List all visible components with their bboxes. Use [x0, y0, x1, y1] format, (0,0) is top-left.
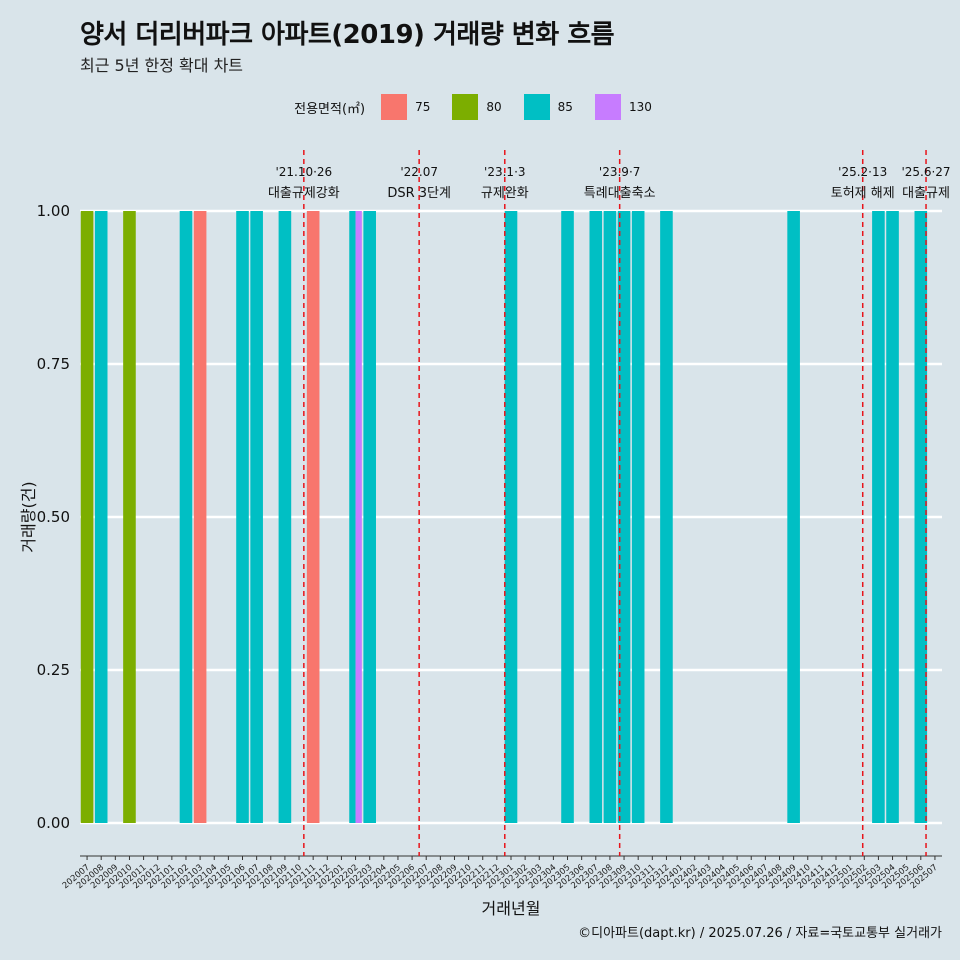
- bar-202312-85: [660, 211, 673, 823]
- legend-label-130: 130: [628, 100, 652, 114]
- chart-subtitle: 최근 5년 한정 확대 차트: [80, 56, 244, 75]
- bar-202308-85: [603, 211, 617, 823]
- event-name-label: 토허제 해제: [831, 186, 895, 201]
- bar-202301-85: [504, 211, 518, 823]
- legend-key-75: [381, 94, 408, 120]
- bar-202307-85: [589, 211, 603, 823]
- event-date-label: '22.07: [400, 165, 438, 179]
- bar-202305-85: [561, 211, 574, 823]
- bar-202008-85: [94, 211, 108, 823]
- legend-key-80: [452, 94, 479, 120]
- bar-202506-85: [914, 211, 928, 823]
- bar-202107-85: [250, 211, 263, 823]
- bar-202007-80: [80, 211, 94, 823]
- legend-key-130: [594, 94, 621, 120]
- x-axis-title: 거래년월: [482, 899, 541, 918]
- y-tick-label: 0.50: [37, 508, 70, 526]
- bar-202102-85: [179, 211, 193, 823]
- y-tick-label: 0.25: [37, 661, 70, 679]
- bar-202309-85: [617, 211, 631, 823]
- event-date-label: '23.1·3: [484, 165, 525, 179]
- legend-item-75: 75: [381, 94, 444, 120]
- legend-key-85: [523, 94, 550, 120]
- y-tick-label: 1.00: [37, 202, 70, 220]
- bar-202503-85: [872, 211, 885, 823]
- legend-label-85: 85: [557, 100, 573, 114]
- bar-202106-85: [236, 211, 249, 823]
- bar-202010-80: [123, 211, 136, 823]
- bar-202409-85: [787, 211, 800, 823]
- legend-title: 전용면적(㎡): [294, 101, 366, 117]
- bar-202504-85: [886, 211, 899, 823]
- legend-item-130: 130: [594, 94, 666, 120]
- event-name-label: 대출규제: [902, 186, 950, 201]
- event-name-label: 규제완화: [481, 186, 529, 201]
- y-tick-label: 0.00: [37, 814, 70, 832]
- bar-202310-85: [631, 211, 645, 823]
- event-name-label: 대출규제강화: [268, 186, 340, 201]
- legend-item-85: 85: [523, 94, 587, 120]
- legend-label-80: 80: [486, 100, 502, 114]
- chart-title: 양서 더리버파크 아파트(2019) 거래량 변화 흐름: [80, 20, 615, 50]
- y-tick-label: 0.75: [37, 355, 70, 373]
- event-name-label: DSR 3단계: [387, 186, 451, 201]
- bar-202111-75: [306, 211, 320, 823]
- event-date-label: '25.6·27: [901, 165, 950, 179]
- legend-label-75: 75: [415, 100, 431, 114]
- legend-item-80: 80: [452, 94, 515, 120]
- bar-202103-75: [193, 211, 207, 823]
- legend: 전용면적(㎡) 75 80 85 130: [0, 92, 960, 122]
- event-date-label: '21.10·26: [275, 165, 332, 179]
- bar-202203-85: [363, 211, 376, 823]
- event-date-label: '23.9·7: [599, 165, 640, 179]
- source-caption: ©디아파트(dapt.kr) / 2025.07.26 / 자료=국토교통부 실…: [578, 926, 942, 941]
- event-name-label: 특례대출축소: [584, 186, 656, 201]
- y-axis-title: 거래량(건): [19, 481, 38, 552]
- bar-202202-85: [349, 211, 356, 823]
- bar-202202-130: [355, 211, 362, 823]
- event-date-label: '25.2·13: [838, 165, 887, 179]
- bar-202109-85: [278, 211, 292, 823]
